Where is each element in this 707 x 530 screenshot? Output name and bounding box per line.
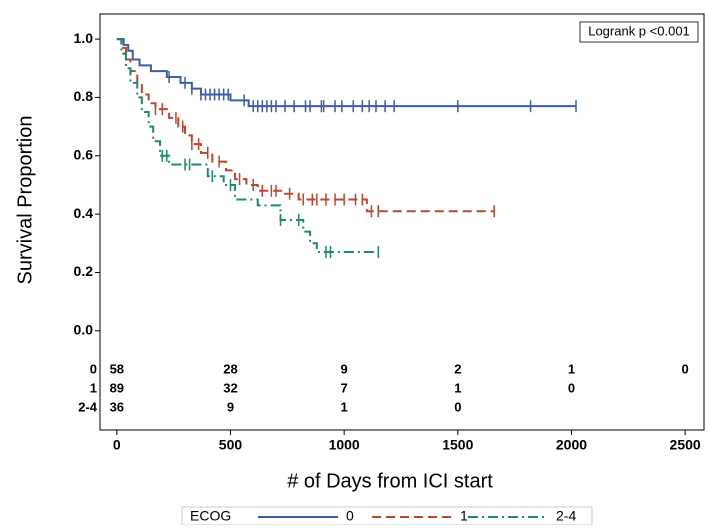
risk-count: 0 bbox=[454, 399, 461, 414]
x-tick-label: 1000 bbox=[329, 437, 360, 453]
x-axis-label: # of Days from ICI start bbox=[287, 470, 493, 492]
survival-curve bbox=[116, 38, 577, 108]
risk-row-label: 0 bbox=[90, 361, 97, 376]
y-tick-label: 1.0 bbox=[74, 30, 94, 46]
risk-row-label: 2-4 bbox=[78, 399, 98, 414]
annotation: Logrank p <0.001 bbox=[588, 23, 690, 38]
y-tick-label: 0.2 bbox=[74, 263, 94, 279]
legend-label: 0 bbox=[346, 508, 354, 524]
annotation-box bbox=[579, 21, 699, 43]
risk-count: 0 bbox=[568, 380, 575, 395]
x-tick-label: 0 bbox=[113, 437, 121, 453]
risk-count: 0 bbox=[682, 361, 689, 376]
risk-count: 1 bbox=[454, 380, 461, 395]
risk-count: 9 bbox=[341, 361, 348, 376]
x-tick-label: 2500 bbox=[670, 437, 701, 453]
survival-curve bbox=[116, 38, 495, 213]
y-tick-label: 0.6 bbox=[74, 146, 94, 162]
legend-label: 2-4 bbox=[556, 508, 576, 524]
x-tick-label: 500 bbox=[219, 437, 243, 453]
y-tick-label: 0.8 bbox=[74, 88, 94, 104]
x-tick-label: 1500 bbox=[442, 437, 473, 453]
plot-frame bbox=[99, 13, 705, 431]
legend-title: ECOG bbox=[190, 508, 231, 524]
risk-count: 58 bbox=[110, 361, 124, 376]
risk-count: 9 bbox=[227, 399, 234, 414]
risk-row-label: 1 bbox=[90, 380, 97, 395]
risk-count: 1 bbox=[568, 361, 575, 376]
y-axis-label: Survival Proportion bbox=[14, 116, 36, 285]
y-tick-label: 0.4 bbox=[74, 205, 94, 221]
legend-label: 1 bbox=[460, 508, 468, 524]
risk-count: 89 bbox=[110, 380, 124, 395]
y-tick-label: 0.0 bbox=[74, 322, 94, 338]
x-tick-label: 2000 bbox=[556, 437, 587, 453]
risk-count: 32 bbox=[223, 380, 237, 395]
risk-count: 1 bbox=[341, 399, 348, 414]
risk-count: 36 bbox=[110, 399, 124, 414]
risk-count: 7 bbox=[341, 380, 348, 395]
risk-count: 2 bbox=[454, 361, 461, 376]
risk-count: 28 bbox=[223, 361, 237, 376]
